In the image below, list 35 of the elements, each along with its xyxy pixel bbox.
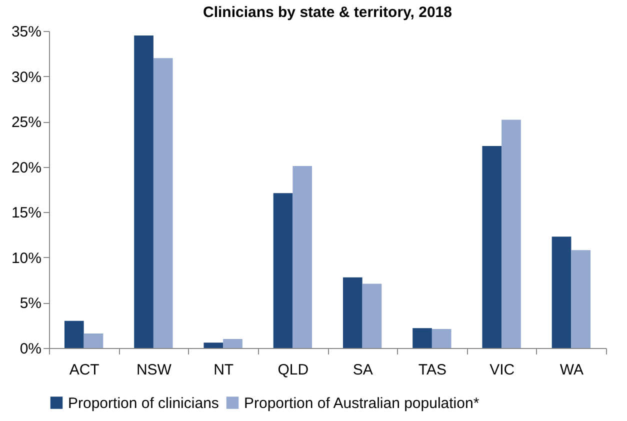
bar [482,146,502,348]
x-tick-label: NT [214,362,234,378]
bar [292,166,312,348]
x-tick-label: TAS [418,362,446,378]
bar [412,328,432,348]
y-tick-label: 35% [11,24,42,40]
y-tick-label: 20% [11,159,42,176]
y-tick-label: 0% [20,340,42,358]
legend-label: Proportion of clinicians [68,394,219,412]
bar [342,277,362,348]
y-tick-label: 25% [11,114,42,132]
x-tick-label: WA [560,362,584,378]
chart-title: Clinicians by state & territory, 2018 [203,4,452,21]
bar [362,284,382,348]
bar [502,120,521,348]
bar [64,320,84,348]
y-tick-label: 5% [20,295,42,312]
bar [134,36,154,348]
y-tick-label: 15% [11,204,42,222]
bar [273,193,293,348]
x-tick-label: ACT [69,362,100,378]
x-tick-label: NSW [136,362,172,378]
x-tick-label: QLD [278,362,309,378]
x-tick-label: SA [352,362,373,378]
y-tick-label: 10% [11,250,42,267]
bar [223,338,242,348]
legend-label: Proportion of Australian population* [244,394,480,412]
x-tick-label: VIC [490,362,515,378]
bar [552,236,572,348]
bar [204,342,224,348]
bar [571,250,591,348]
bar [84,334,104,348]
y-tick-label: 30% [11,68,42,86]
bar [432,328,452,348]
bar [153,58,173,348]
